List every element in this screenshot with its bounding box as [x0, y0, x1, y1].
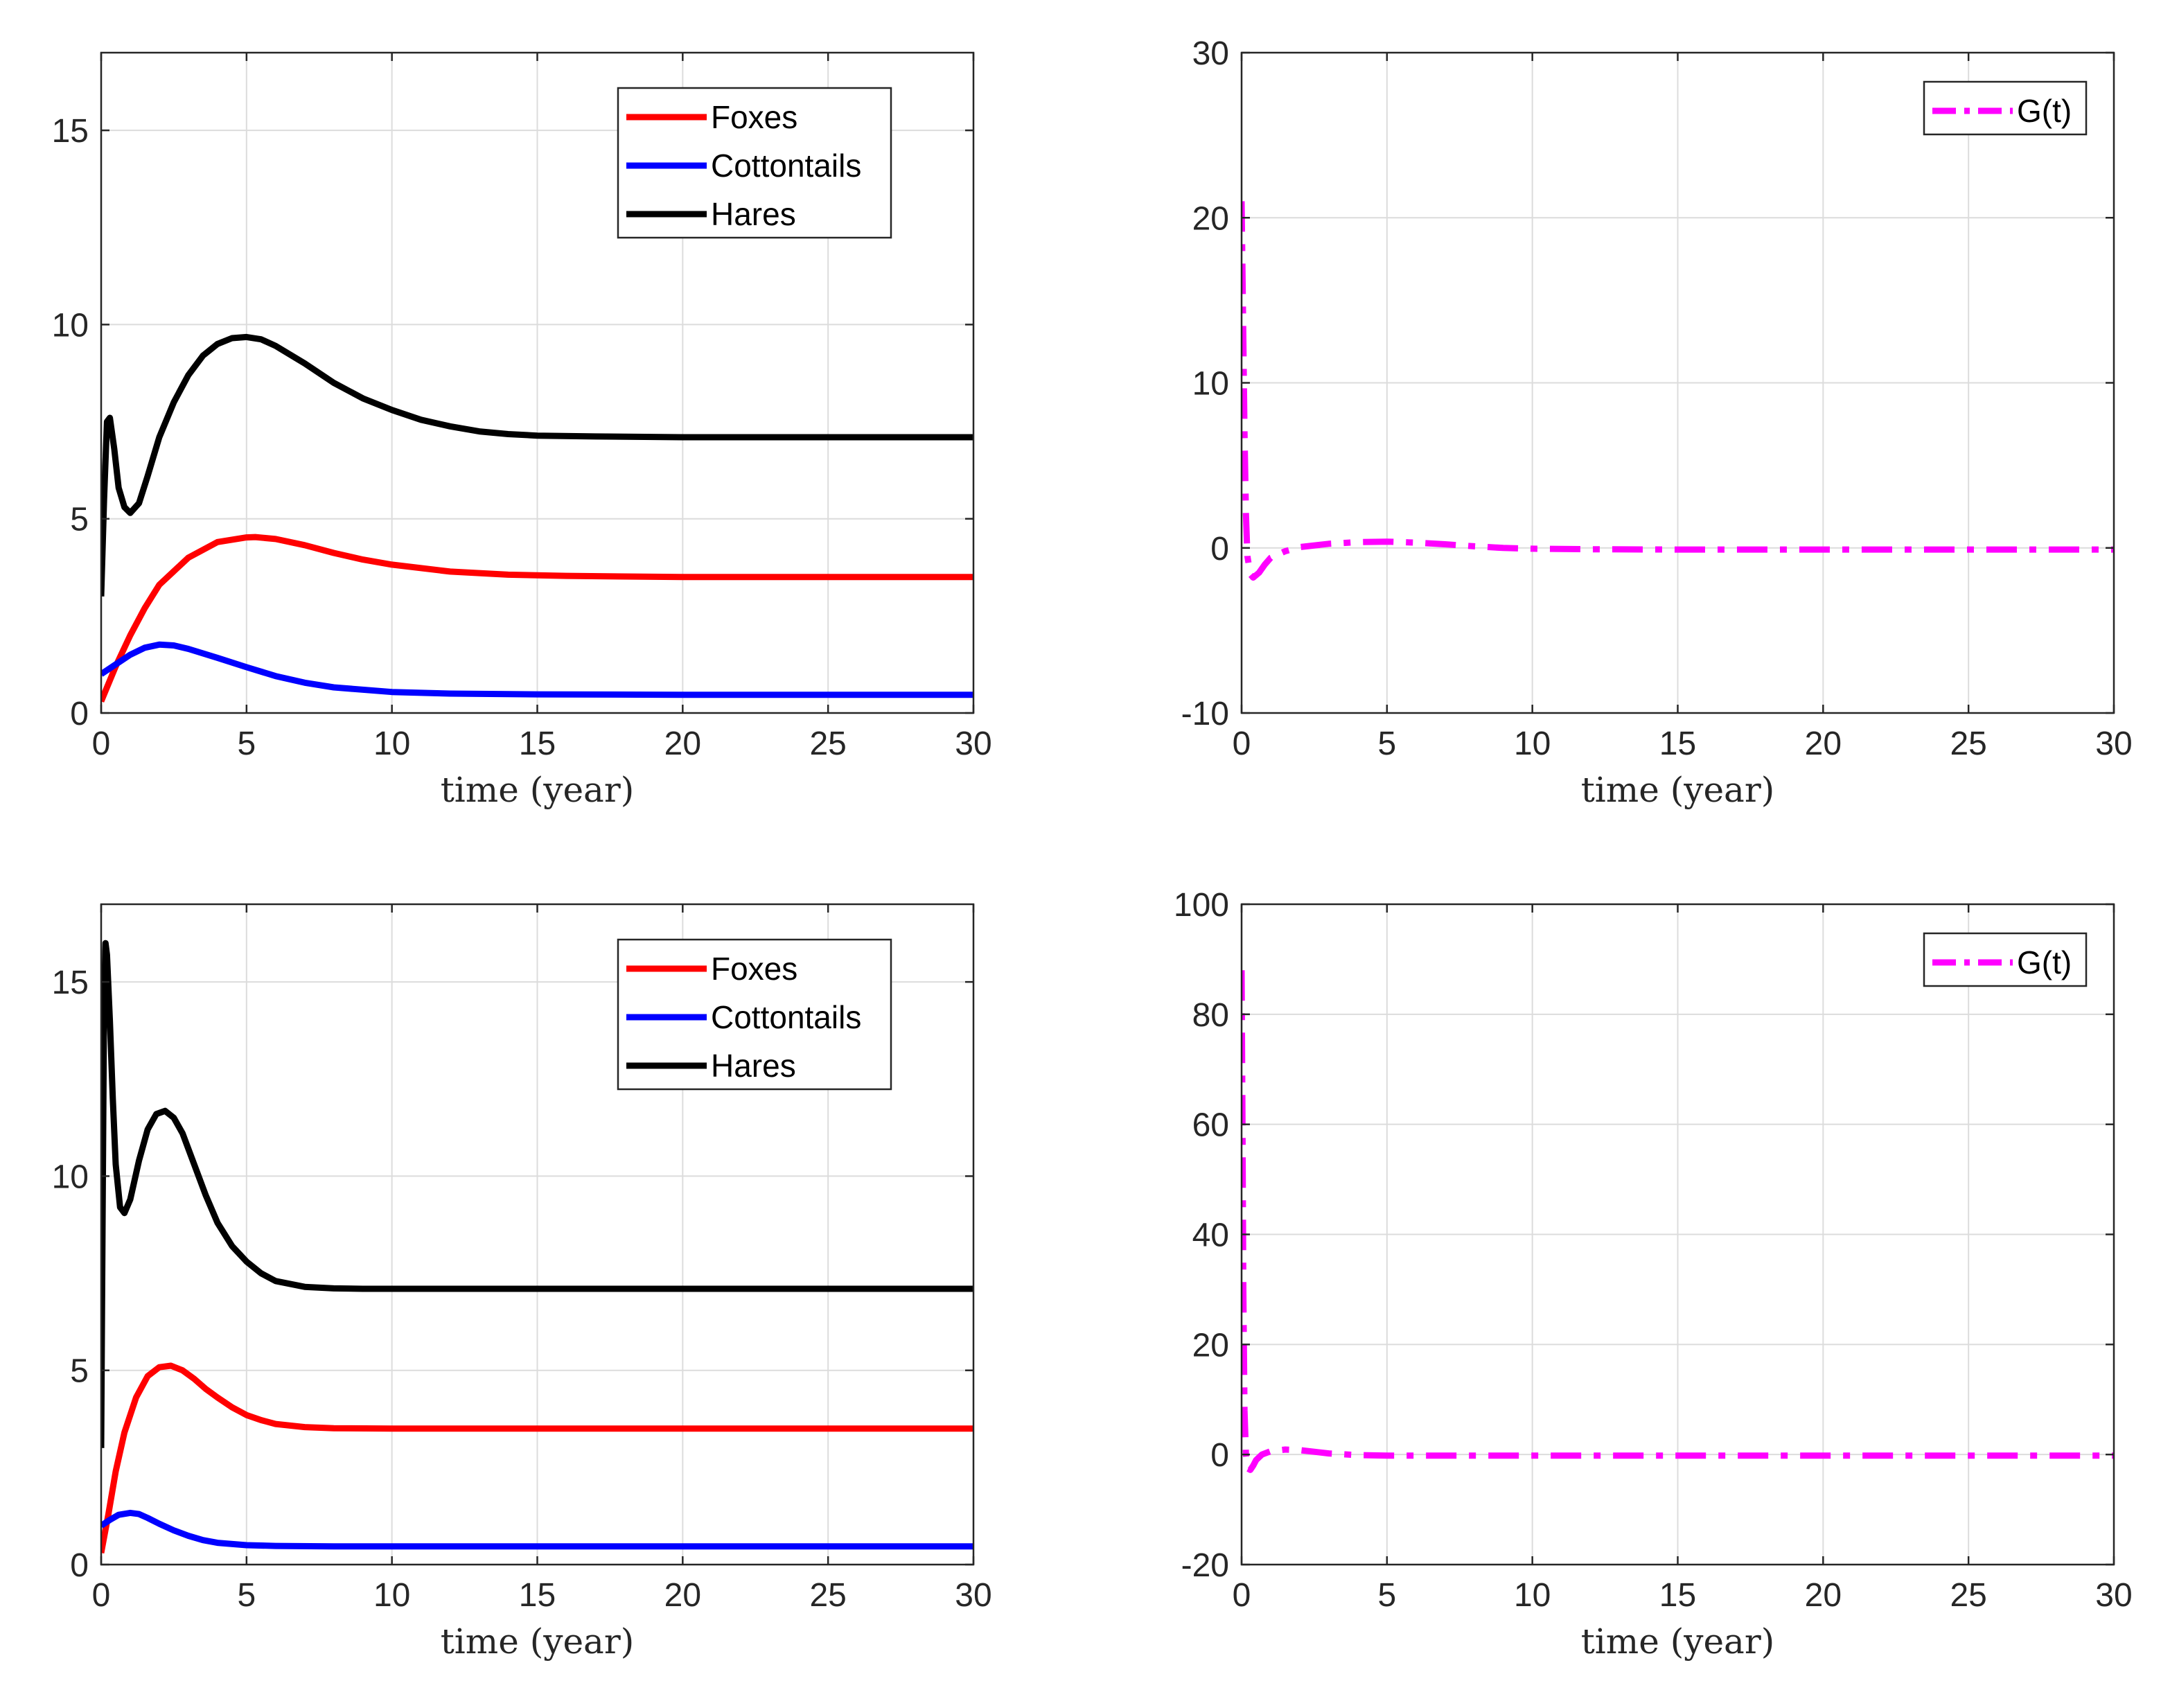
- chart-panel-3: 0 5 10 15 20 25 30 0 5 10 15 time (year) Foxes Cotton…: [52, 903, 992, 1662]
- legend-box: [1923, 932, 2088, 987]
- x-tick-label: 20: [664, 1577, 701, 1614]
- x-tick-label: 0: [1233, 1577, 1251, 1614]
- x-tick-label: 5: [1377, 725, 1396, 762]
- x-tick-label: 10: [1514, 1577, 1551, 1614]
- x-tick-label: 30: [955, 1577, 991, 1614]
- x-tick-label: 10: [373, 1577, 410, 1614]
- y-tick-label: 15: [52, 113, 89, 150]
- x-tick-label: 25: [809, 725, 846, 762]
- x-tick-label: 5: [1377, 1577, 1396, 1614]
- y-tick-label: 0: [70, 696, 89, 732]
- y-tick-label: 80: [1192, 997, 1229, 1034]
- x-tick-label: 5: [237, 725, 256, 762]
- x-tick-label: 0: [92, 725, 111, 762]
- y-tick-label: 20: [1192, 200, 1229, 237]
- y-tick-label: 5: [70, 1353, 89, 1390]
- y-tick-label: 20: [1192, 1327, 1229, 1364]
- y-tick-label: 5: [70, 502, 89, 538]
- x-axis-label: time (year): [441, 1621, 635, 1662]
- y-tick-label: 10: [52, 307, 89, 344]
- series-line-cottontails: [101, 1509, 973, 1550]
- legend: G(t): [1923, 932, 2088, 987]
- series-line-g-t: [1242, 201, 2114, 581]
- legend-label: G(t): [2017, 944, 2072, 980]
- y-tick-label: 0: [70, 1547, 89, 1584]
- legend-label: G(t): [2017, 93, 2072, 129]
- y-tick-label: -10: [1181, 696, 1229, 732]
- x-tick-label: 20: [1805, 725, 1842, 762]
- legend-label: Hares: [711, 1048, 796, 1084]
- x-tick-label: 25: [1950, 1577, 1986, 1614]
- y-tick-label: 0: [1210, 531, 1229, 567]
- series-line-hares: [101, 940, 973, 1448]
- x-tick-label: 30: [2095, 725, 2132, 762]
- x-axis-label: time (year): [1581, 770, 1775, 810]
- legend-label: Cottontails: [711, 999, 861, 1035]
- series-line-foxes: [101, 534, 973, 703]
- x-axis-label: time (year): [1581, 1621, 1775, 1662]
- legend: G(t): [1923, 80, 2088, 136]
- y-tick-label: 10: [1192, 366, 1229, 403]
- legend-label: Hares: [711, 196, 796, 232]
- series-line-g-t: [1242, 970, 2114, 1473]
- y-tick-label: 40: [1192, 1217, 1229, 1254]
- x-tick-label: 15: [519, 1577, 556, 1614]
- x-tick-label: 5: [237, 1577, 256, 1614]
- x-tick-label: 15: [1659, 1577, 1696, 1614]
- x-tick-label: 10: [1514, 725, 1551, 762]
- series-line-foxes: [101, 1362, 973, 1554]
- x-tick-label: 0: [1233, 725, 1251, 762]
- x-tick-label: 10: [373, 725, 410, 762]
- y-tick-label: 15: [52, 965, 89, 1001]
- series-line-cottontails: [101, 641, 973, 698]
- x-tick-label: 25: [809, 1577, 846, 1614]
- legend-label: Foxes: [711, 99, 797, 135]
- x-axis-label: time (year): [441, 770, 635, 810]
- y-tick-label: 0: [1210, 1437, 1229, 1474]
- x-tick-label: 30: [955, 725, 991, 762]
- x-tick-label: 30: [2095, 1577, 2132, 1614]
- legend-label: Foxes: [711, 951, 797, 987]
- y-tick-label: 100: [1174, 887, 1229, 924]
- legend: Foxes Cottontails Hares: [617, 938, 892, 1091]
- x-tick-label: 20: [1805, 1577, 1842, 1614]
- y-tick-label: 30: [1192, 35, 1229, 72]
- legend: Foxes Cottontails Hares: [617, 87, 892, 239]
- legend-label: Cottontails: [711, 148, 861, 184]
- y-tick-label: 60: [1192, 1107, 1229, 1144]
- series-line-hares: [101, 333, 973, 597]
- x-tick-label: 0: [92, 1577, 111, 1614]
- y-tick-label: -20: [1181, 1547, 1229, 1584]
- x-tick-label: 15: [519, 725, 556, 762]
- x-tick-label: 25: [1950, 725, 1986, 762]
- y-tick-label: 10: [52, 1159, 89, 1195]
- x-tick-label: 20: [664, 725, 701, 762]
- x-tick-label: 15: [1659, 725, 1696, 762]
- chart-panel-1: 0 5 10 15 20 25 30 0 5 10 15 time (year) Foxes Cotton…: [52, 51, 992, 810]
